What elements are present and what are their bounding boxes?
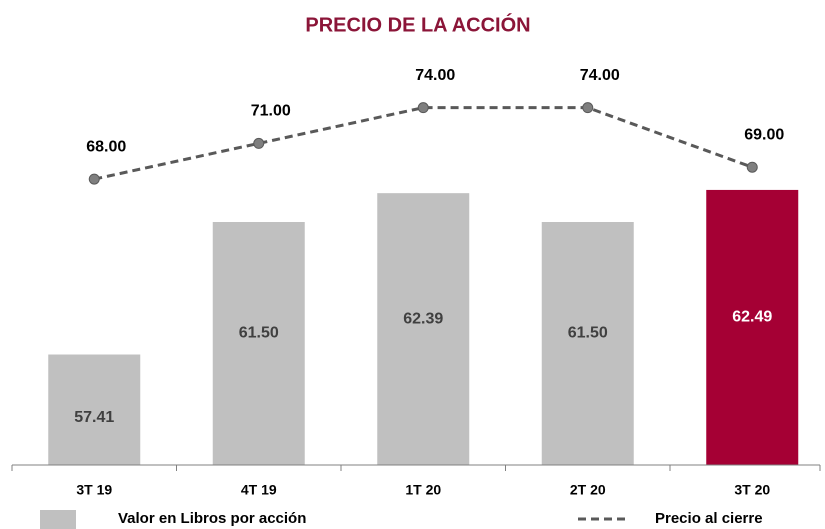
bar xyxy=(212,222,305,465)
line-value-label: 71.00 xyxy=(251,103,291,120)
bar-value-label: 61.50 xyxy=(568,325,608,342)
bar xyxy=(377,193,470,465)
x-tick-label: 2T 20 xyxy=(570,482,606,498)
x-tick-label: 4T 19 xyxy=(241,482,277,498)
bar-value-label: 61.50 xyxy=(239,325,279,342)
x-tick-label: 1T 20 xyxy=(405,482,441,498)
line xyxy=(93,106,753,181)
line-point xyxy=(582,102,594,114)
line-value-label: 74.00 xyxy=(415,67,455,84)
x-tick-label: 3T 20 xyxy=(734,482,770,498)
line-point xyxy=(88,173,100,185)
chart-title: PRECIO DE LA ACCIÓN xyxy=(305,12,530,36)
x-tick-label: 3T 19 xyxy=(76,482,112,498)
bar xyxy=(706,189,799,465)
line-point xyxy=(746,161,758,173)
legend-swatch xyxy=(40,510,76,529)
bar xyxy=(48,354,141,465)
line-value-label: 74.00 xyxy=(580,67,620,84)
bar xyxy=(541,222,634,465)
line-point xyxy=(417,102,429,114)
bar-value-label: 62.49 xyxy=(732,309,772,326)
bar-value-label: 57.41 xyxy=(74,409,114,426)
legend-label: Valor en Libros por acción xyxy=(118,510,306,527)
bar-value-label: 62.39 xyxy=(403,310,443,327)
line-value-label: 68.00 xyxy=(86,138,126,155)
legend-label: Precio al cierre xyxy=(655,510,763,527)
line-point xyxy=(253,137,265,149)
line-value-label: 69.00 xyxy=(744,126,784,143)
